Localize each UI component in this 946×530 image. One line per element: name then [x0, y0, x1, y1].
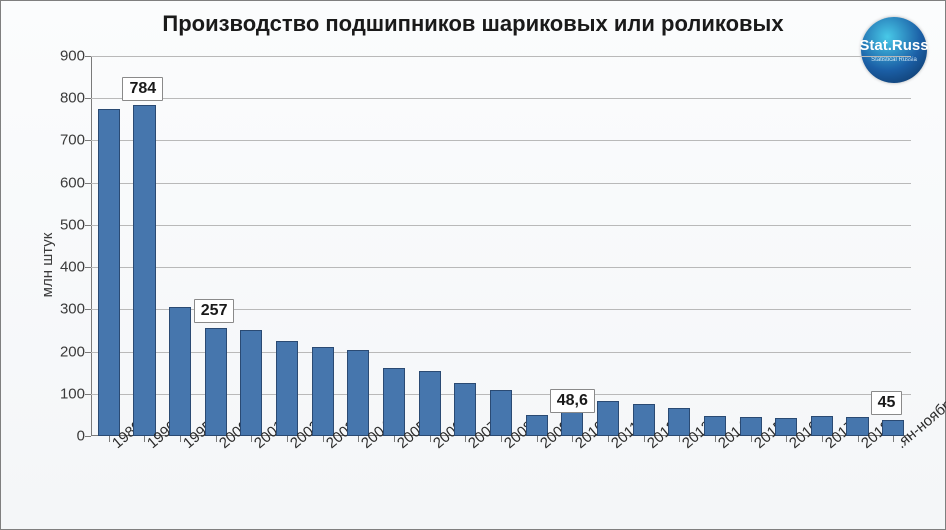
gridline — [91, 98, 911, 99]
y-tick-mark — [85, 267, 91, 268]
bar — [240, 330, 262, 436]
value-callout: 48,6 — [550, 389, 595, 413]
gridline — [91, 183, 911, 184]
bar — [169, 307, 191, 436]
bar — [419, 371, 441, 436]
y-tick-label: 400 — [45, 259, 85, 276]
bar — [133, 105, 155, 436]
y-tick-label: 600 — [45, 174, 85, 191]
gridline — [91, 56, 911, 57]
chart-frame: Производство подшипников шариковых или р… — [0, 0, 946, 530]
bar — [490, 390, 512, 436]
bar — [276, 341, 298, 436]
gridline — [91, 140, 911, 141]
y-tick-mark — [85, 352, 91, 353]
y-tick-mark — [85, 225, 91, 226]
bar — [205, 328, 227, 437]
bar — [312, 347, 334, 437]
y-tick-label: 0 — [45, 428, 85, 445]
value-callout: 784 — [122, 77, 163, 101]
bar — [454, 383, 476, 436]
y-tick-label: 700 — [45, 132, 85, 149]
logo-text-main: Stat.Russ — [859, 38, 928, 53]
value-callout: 45 — [871, 391, 903, 415]
bar — [383, 368, 405, 436]
gridline — [91, 267, 911, 268]
y-tick-label: 200 — [45, 343, 85, 360]
value-callout: 257 — [194, 299, 235, 323]
y-tick-label: 500 — [45, 216, 85, 233]
y-tick-mark — [85, 394, 91, 395]
y-tick-mark — [85, 183, 91, 184]
y-tick-mark — [85, 436, 91, 437]
plot-area: 0100200300400500600700800900198019901995… — [91, 56, 911, 436]
y-tick-label: 300 — [45, 301, 85, 318]
y-tick-label: 800 — [45, 90, 85, 107]
bar — [347, 350, 369, 436]
y-axis-line — [91, 56, 92, 436]
y-tick-mark — [85, 56, 91, 57]
y-tick-mark — [85, 309, 91, 310]
y-tick-mark — [85, 98, 91, 99]
y-tick-label: 900 — [45, 48, 85, 65]
bar — [98, 109, 120, 436]
gridline — [91, 225, 911, 226]
y-tick-mark — [85, 140, 91, 141]
chart-title: Производство подшипников шариковых или р… — [1, 11, 945, 37]
y-tick-label: 100 — [45, 385, 85, 402]
